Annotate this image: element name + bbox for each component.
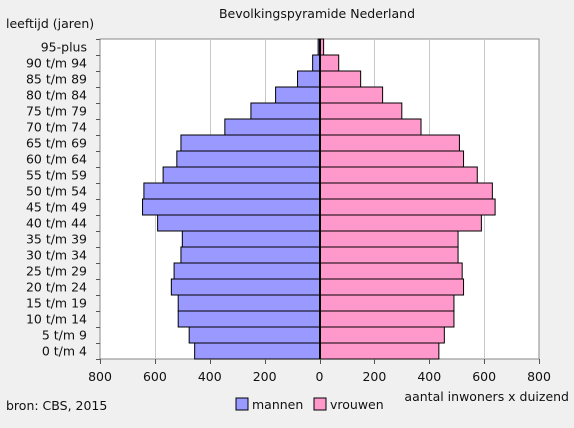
x-tick-label: 200 [362,369,386,384]
x-tick-label: 0 [316,369,324,384]
category-label: 15 t/m 19 [26,296,87,311]
bar-mannen [180,134,320,152]
bar-vrouwen [319,134,460,152]
bar-mannen [181,230,320,248]
bar-mannen [162,166,320,184]
category-label: 90 t/m 94 [26,56,87,71]
category-label: 80 t/m 84 [26,88,87,103]
bar-mannen [180,246,320,264]
category-label: 25 t/m 29 [26,264,87,279]
bar-vrouwen [319,326,445,344]
legend-swatch-mannen [235,397,249,411]
bar-vrouwen [319,214,482,232]
x-axis-label: aantal inwoners x duizend [404,389,569,404]
category-label: 55 t/m 59 [26,168,87,183]
category-label: 85 t/m 89 [26,72,87,87]
bar-vrouwen [319,38,325,56]
bar-vrouwen [319,54,340,72]
bar-mannen [224,118,320,136]
bar-vrouwen [319,102,403,120]
bar-vrouwen [319,70,362,88]
bar-vrouwen [319,246,459,264]
bar-mannen [297,70,320,88]
bar-vrouwen [319,118,422,136]
category-label: 65 t/m 69 [26,136,87,151]
bar-vrouwen [319,342,440,360]
bar-mannen [143,182,320,200]
bar-mannen [173,262,320,280]
category-label: 35 t/m 39 [26,232,87,247]
bar-mannen [170,278,320,296]
y-axis-label: leeftijd (jaren) [6,16,94,31]
bar-vrouwen [319,166,478,184]
category-label: 30 t/m 34 [26,248,87,263]
x-tick-label: 600 [143,369,167,384]
bar-mannen [176,150,320,168]
legend-label-mannen: mannen [252,397,303,412]
bar-vrouwen [319,278,465,296]
x-tick-label: 800 [527,369,551,384]
bar-mannen [250,102,320,120]
category-label: 95-plus [41,40,87,55]
category-label: 20 t/m 24 [26,280,87,295]
bar-vrouwen [319,310,455,328]
x-tick-label: 400 [417,369,441,384]
category-label: 10 t/m 14 [26,312,87,327]
bar-vrouwen [319,230,459,248]
bar-vrouwen [319,86,384,104]
chart-title: Bevolkingspyramide Nederland [219,6,415,21]
category-label: 45 t/m 49 [26,200,87,215]
bar-mannen [275,86,321,104]
category-label: 60 t/m 64 [26,152,87,167]
category-label: 50 t/m 54 [26,184,87,199]
bar-vrouwen [319,294,455,312]
bar-mannen [312,54,320,72]
legend: mannen vrouwen [235,397,384,412]
x-tick-label: 400 [198,369,222,384]
bar-vrouwen [319,182,493,200]
category-label: 0 t/m 4 [42,344,87,359]
bar-mannen [157,214,320,232]
legend-label-vrouwen: vrouwen [330,397,384,412]
bar-mannen [177,310,320,328]
bar-mannen [177,294,320,312]
bar-mannen [194,342,320,360]
bar-vrouwen [319,198,496,216]
bar-vrouwen [319,262,463,280]
x-tick-label: 600 [472,369,496,384]
x-tick-label: 200 [253,369,277,384]
bar-mannen [142,198,320,216]
category-label: 5 t/m 9 [42,328,87,343]
source-label: bron: CBS, 2015 [6,398,107,413]
bar-mannen [188,326,320,344]
category-label: 70 t/m 74 [26,120,87,135]
bar-vrouwen [319,150,465,168]
x-tick-label: 800 [88,369,112,384]
legend-swatch-vrouwen [313,397,327,411]
category-label: 40 t/m 44 [26,216,87,231]
category-label: 75 t/m 79 [26,104,87,119]
